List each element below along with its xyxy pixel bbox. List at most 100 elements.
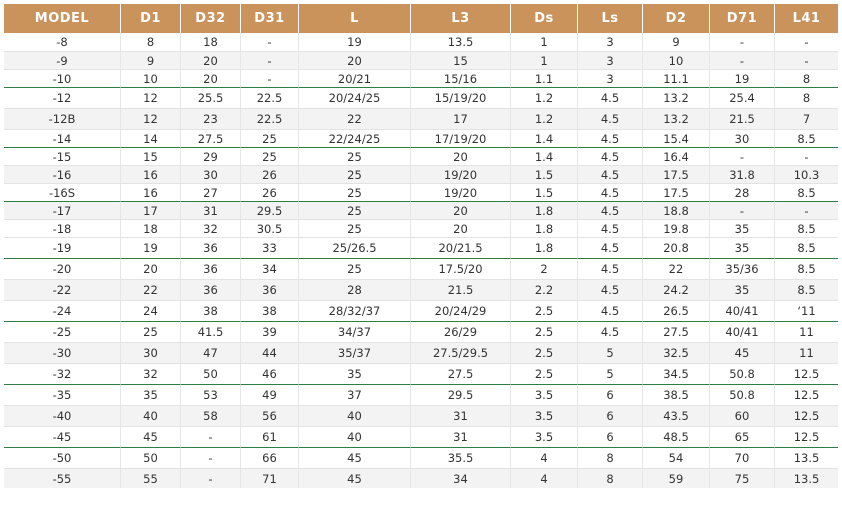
cell-d2: 26.5 — [642, 300, 709, 321]
cell-l41: 8 — [774, 69, 838, 87]
cell-l41: 12.5 — [774, 384, 838, 405]
cell-ls: 4.5 — [577, 279, 642, 300]
cell-model: -22 — [4, 279, 120, 300]
cell-d2: 34.5 — [642, 363, 709, 384]
cell-ds: 4 — [510, 447, 577, 468]
cell-model: -18 — [4, 219, 120, 237]
cell-model: -9 — [4, 51, 120, 69]
table-row: -10 10 20-20/21 15/16 1.1 3 11.1 19 8 — [4, 69, 838, 87]
cell-ds: 3.5 — [510, 384, 577, 405]
table-row: -19 19 36 33 25/26.5 20/21.5 1.8 4.5 20.8 35 8.5 — [4, 237, 838, 258]
cell-d71: 21.5 — [709, 108, 774, 129]
table-row: -12B 12 23 22.5 22 17 1.2 4.5 13.2 21.5 7 — [4, 108, 838, 129]
cell-d1: 10 — [120, 69, 180, 87]
table-header: MODEL D1 D32 D31 L L3 Ds Ls D2 D71 L41 — [4, 4, 838, 33]
cell-d31: 26 — [240, 183, 298, 201]
cell-d71: 35 — [709, 279, 774, 300]
column-header-ls: Ls — [577, 4, 642, 33]
cell-ds: 2.5 — [510, 363, 577, 384]
cell-d2: 15.4 — [642, 129, 709, 147]
cell-ls: 4.5 — [577, 108, 642, 129]
cell-l3: 26/29 — [410, 321, 510, 342]
cell-d2: 48.5 — [642, 426, 709, 447]
cell-d32: 30 — [180, 165, 240, 183]
cell-ds: 1.4 — [510, 129, 577, 147]
cell-d32: - — [180, 426, 240, 447]
cell-l3: 20 — [410, 147, 510, 165]
table-row: -22 22 36 36 28 21.5 2.2 4.5 24.2 35 8.5 — [4, 279, 838, 300]
cell-d1: 17 — [120, 201, 180, 219]
cell-d71: 28 — [709, 183, 774, 201]
cell-d2: 10 — [642, 51, 709, 69]
cell-d1: 30 — [120, 342, 180, 363]
cell-d71: 40/41 — [709, 300, 774, 321]
column-header-l3: L3 — [410, 4, 510, 33]
cell-model: -50 — [4, 447, 120, 468]
cell-d32: 50 — [180, 363, 240, 384]
column-header-d31: D31 — [240, 4, 298, 33]
cell-ls: 6 — [577, 405, 642, 426]
cell-l41: ‘11 — [774, 300, 838, 321]
cell-d2: 59 — [642, 468, 709, 488]
cell-d31: 22.5 — [240, 108, 298, 129]
cell-model: -15 — [4, 147, 120, 165]
cell-d1: 12 — [120, 87, 180, 108]
cell-ds: 2.5 — [510, 342, 577, 363]
cell-l3: 35.5 — [410, 447, 510, 468]
cell-ls: 6 — [577, 426, 642, 447]
cell-d1: 40 — [120, 405, 180, 426]
cell-ds: 3.5 — [510, 405, 577, 426]
spec-table: MODEL D1 D32 D31 L L3 Ds Ls D2 D71 L41 -8 8 18-19 13.… — [4, 4, 838, 488]
cell-model: -32 — [4, 363, 120, 384]
cell-l3: 15/19/20 — [410, 87, 510, 108]
cell-d71: 50.8 — [709, 363, 774, 384]
cell-d1: 12 — [120, 108, 180, 129]
cell-d1: 22 — [120, 279, 180, 300]
cell-l3: 17 — [410, 108, 510, 129]
cell-model: -12 — [4, 87, 120, 108]
cell-ls: 4.5 — [577, 165, 642, 183]
cell-d31: 26 — [240, 165, 298, 183]
cell-l: 25 — [298, 183, 410, 201]
table-row: -30 30 47 44 35/37 27.5/29.5 2.5 5 32.5 45 11 — [4, 342, 838, 363]
cell-l3: 19/20 — [410, 183, 510, 201]
cell-model: -55 — [4, 468, 120, 488]
cell-l: 45 — [298, 447, 410, 468]
cell-d1: 15 — [120, 147, 180, 165]
cell-d2: 13.2 — [642, 108, 709, 129]
cell-l41: 11 — [774, 321, 838, 342]
cell-l3: 19/20 — [410, 165, 510, 183]
cell-d32: 27 — [180, 183, 240, 201]
cell-d31: 49 — [240, 384, 298, 405]
table-row: -50 50-66 45 35.5 4 8 54 70 13.5 — [4, 447, 838, 468]
cell-l: 25 — [298, 201, 410, 219]
table-row: -12 12 25.5 22.5 20/24/25 15/19/20 1.2 4.5 13.2 2… — [4, 87, 838, 108]
column-header-l41: L41 — [774, 4, 838, 33]
cell-d1: 8 — [120, 33, 180, 51]
cell-d71: - — [709, 33, 774, 51]
cell-d1: 16 — [120, 165, 180, 183]
cell-d32: 31 — [180, 201, 240, 219]
column-header-d32: D32 — [180, 4, 240, 33]
cell-ls: 4.5 — [577, 183, 642, 201]
cell-d71: 75 — [709, 468, 774, 488]
cell-l: 20/24/25 — [298, 87, 410, 108]
cell-l: 25 — [298, 147, 410, 165]
cell-ls: 4.5 — [577, 300, 642, 321]
cell-l: 28 — [298, 279, 410, 300]
cell-ds: 1.2 — [510, 87, 577, 108]
cell-ls: 4.5 — [577, 321, 642, 342]
cell-d2: 17.5 — [642, 183, 709, 201]
table-row: -18 18 32 30.5 25 20 1.8 4.5 19.8 35 8.5 — [4, 219, 838, 237]
cell-ls: 3 — [577, 33, 642, 51]
cell-d71: - — [709, 201, 774, 219]
cell-model: -17 — [4, 201, 120, 219]
cell-d1: 50 — [120, 447, 180, 468]
table-row: -32 32 50 46 35 27.5 2.5 5 34.5 50.8 12.5 — [4, 363, 838, 384]
cell-l3: 15 — [410, 51, 510, 69]
table-row: -16 16 30 26 25 19/20 1.5 4.5 17.5 31.8 10.3 — [4, 165, 838, 183]
cell-d32: 53 — [180, 384, 240, 405]
table-row: -25 25 41.5 39 34/37 26/29 2.5 4.5 27.5 40/41 11 — [4, 321, 838, 342]
cell-l: 40 — [298, 405, 410, 426]
table-row: -8 8 18-19 13.5 1 3 9- - — [4, 33, 838, 51]
